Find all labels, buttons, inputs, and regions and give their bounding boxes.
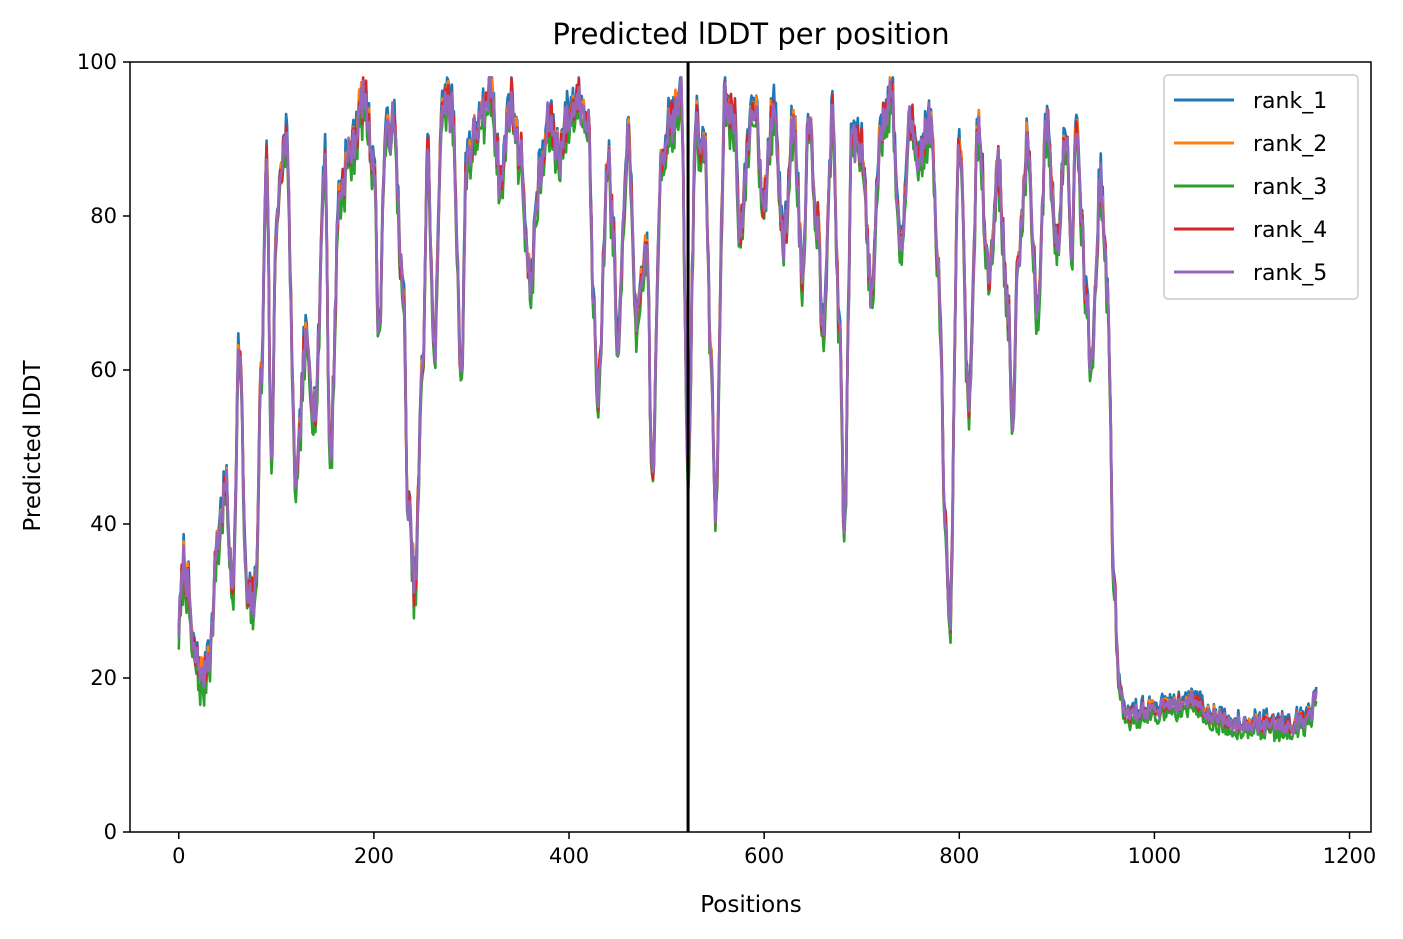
series-line-rank_3 [177, 76, 1318, 743]
legend-label: rank_2 [1253, 132, 1327, 157]
series-line-rank_4 [177, 76, 1318, 735]
x-tick-label: 800 [939, 844, 979, 868]
legend-label: rank_5 [1253, 261, 1327, 286]
x-tick-label: 0 [172, 844, 185, 868]
x-tick-label: 600 [744, 844, 784, 868]
y-tick-label: 60 [90, 358, 117, 382]
series-layer [177, 76, 1318, 743]
y-axis-label: Predicted lDDT [20, 359, 46, 531]
legend-label: rank_1 [1253, 89, 1327, 114]
legend-box [1163, 74, 1359, 300]
ticks-layer: 0 200 400 600 800 1000 1200 0 20 40 60 80 100 [77, 50, 1376, 868]
y-tick-label: 100 [77, 50, 117, 74]
plot-frame [129, 61, 1372, 833]
x-tick-label: 200 [354, 844, 394, 868]
x-tick-label: 1000 [1128, 844, 1181, 868]
legend-label: rank_3 [1253, 175, 1327, 200]
chart-title: Predicted lDDT per position [552, 17, 949, 51]
legend-label: rank_4 [1253, 218, 1327, 243]
x-tick-label: 1200 [1323, 844, 1376, 868]
y-tick-label: 40 [90, 512, 117, 536]
series-line-rank_5 [177, 76, 1318, 736]
legend: rank_1 rank_2 rank_3 rank_4 rank_5 [1163, 74, 1359, 300]
series-line-rank_2 [177, 76, 1318, 734]
series-line-rank_1 [177, 76, 1318, 730]
x-axis-label: Positions [700, 892, 802, 918]
y-tick-label: 20 [90, 666, 117, 690]
x-tick-label: 400 [549, 844, 589, 868]
y-tick-label: 80 [90, 204, 117, 228]
y-tick-label: 0 [104, 820, 117, 844]
